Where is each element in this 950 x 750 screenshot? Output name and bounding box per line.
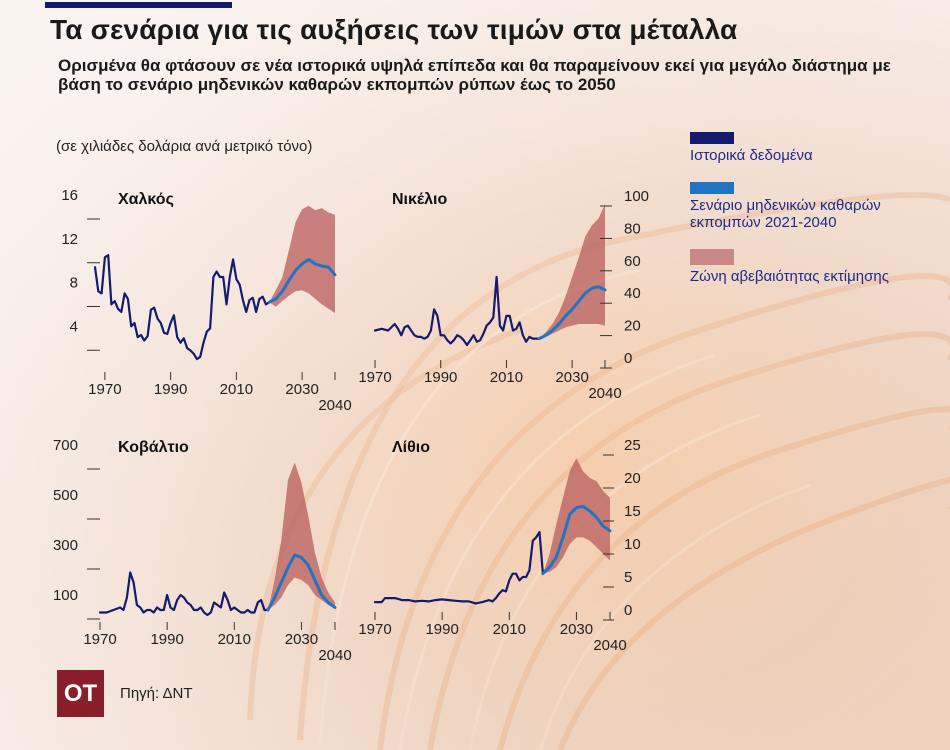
chart-2-y-tick-label: 40 [624,285,641,302]
legend-label-historical: Ιστορικά δεδομένα [690,147,813,164]
chart-3-x-tick-label: 1970 [83,631,116,648]
chart-4-historical-line [373,530,545,605]
legend-swatch-net-zero [690,182,734,194]
chart-4-x-tick-label: 1990 [425,621,458,638]
chart-4-uncertainty-band [542,458,610,574]
chart-4-x-tick-label: 2010 [493,621,526,638]
chart-4-x-tick-label: 2040 [593,637,626,654]
legend-item-net-zero: Σενάριο μηδενικών καθαρών εκπομπών 2021-… [690,182,920,231]
chart-2-y-tick-label: 0 [624,350,632,367]
chart-3-x-tick-label: 1990 [150,631,183,648]
chart-4-y-tick-label: 0 [624,602,632,619]
chart-2-y-tick-label: 80 [624,220,641,237]
chart-4-x-tick-label: 2030 [560,621,593,638]
chart-3-x-tick-label: 2030 [285,631,318,648]
top-accent-bar [45,2,232,8]
chart-3-historical-line [98,571,269,617]
chart-2-x-tick-label: 2010 [490,369,523,386]
chart-3-x-tick-label: 2010 [218,631,251,648]
chart-3-title: Κοβάλτιο [118,439,189,456]
legend-swatch-band [690,249,734,265]
source-note: Πηγή: ΔΝΤ [120,685,193,702]
legend-swatch-historical [690,132,734,144]
chart-1-y-tick-label: 12 [61,231,78,248]
chart-2-title: Νικέλιο [392,191,447,208]
chart-2-x-tick-label: 2030 [555,369,588,386]
chart-3-x-tick-label: 2040 [318,647,351,664]
page-title: Τα σενάρια για τις αυξήσεις των τιμών στ… [50,14,738,45]
chart-4-title: Λίθιο [392,439,430,456]
chart-1-x-tick-label: 2030 [285,381,318,398]
chart-1-y-tick-label: 4 [70,318,78,335]
chart-1-net-zero-line [267,258,337,304]
chart-3-y-tick-label: 500 [53,487,78,504]
chart-2-y-tick-label: 100 [624,188,649,205]
chart-3-net-zero-line [266,553,337,612]
legend-label-band: Ζώνη αβεβαιότητας εκτίμησης [690,268,889,285]
chart-2-net-zero-line [537,285,607,341]
chart-1-x-tick-label: 2040 [318,397,351,414]
chart-3-y-tick-label: 700 [53,437,78,454]
chart-2-uncertainty-band [539,204,605,339]
chart-4-y-tick-label: 5 [624,569,632,586]
chart-4-y-tick-label: 15 [624,503,641,520]
unit-note: (σε χιλιάδες δολάρια ανά μετρικό τόνο) [56,138,313,155]
legend: Ιστορικά δεδομένα Σενάριο μηδενικών καθα… [690,132,920,303]
chart-4-y-tick-label: 25 [624,437,641,454]
publisher-logo: OT [57,670,104,717]
legend-item-band: Ζώνη αβεβαιότητας εκτίμησης [690,249,920,285]
chart-4-y-tick-label: 10 [624,536,641,553]
legend-item-historical: Ιστορικά δεδομένα [690,132,920,164]
legend-label-net-zero: Σενάριο μηδενικών καθαρών εκπομπών 2021-… [690,197,881,231]
page-subtitle: Ορισμένα θα φτάσουν σε νέα ιστορικά υψηλ… [58,56,891,94]
chart-2-historical-line [373,275,541,347]
chart-2-y-tick-label: 20 [624,318,641,335]
chart-2-x-tick-label: 2040 [588,385,621,402]
chart-1-y-tick-label: 8 [70,275,78,292]
chart-3-y-tick-label: 100 [53,587,78,604]
chart-2-x-tick-label: 1990 [424,369,457,386]
chart-1-historical-line [93,254,271,361]
chart-1-x-tick-label: 1970 [88,381,121,398]
chart-3-y-tick-label: 300 [53,537,78,554]
chart-4-net-zero-line [541,504,612,576]
chart-2-y-tick-label: 60 [624,253,641,270]
chart-1-x-tick-label: 2010 [220,381,253,398]
chart-1-y-tick-label: 16 [61,187,78,204]
chart-1-x-tick-label: 1990 [154,381,187,398]
chart-4-y-tick-label: 20 [624,470,641,487]
chart-4-x-tick-label: 1970 [358,621,391,638]
chart-1-title: Χαλκός [118,191,174,208]
chart-2-x-tick-label: 1970 [358,369,391,386]
